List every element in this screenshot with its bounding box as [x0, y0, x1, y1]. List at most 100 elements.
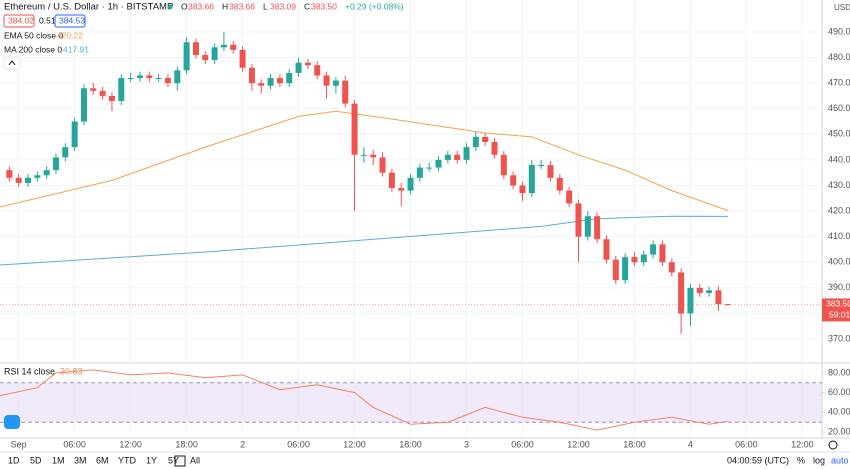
option-button[interactable]: log — [813, 455, 825, 465]
rsi-name: RSI 14 close — [4, 366, 55, 376]
range-button[interactable]: 1M — [52, 455, 65, 465]
y-tick-label: 430.00 — [828, 180, 850, 190]
current-price-label: 383.50 — [826, 299, 850, 309]
candle-body — [603, 239, 610, 260]
candle-body — [388, 172, 395, 189]
y-tick-label: 440.00 — [828, 154, 850, 164]
candle-body — [640, 254, 647, 263]
candle-body — [538, 165, 545, 167]
y-tick-label: 480.00 — [828, 52, 850, 62]
x-tick-label: 18:00 — [175, 439, 198, 449]
candle-body — [118, 78, 125, 102]
x-tick-label: 4 — [688, 439, 693, 449]
candle-body — [668, 262, 675, 273]
candle-body — [276, 78, 283, 84]
candle-body — [202, 55, 209, 61]
ask-value: 384.53 — [59, 15, 85, 25]
x-tick-label: Sep — [11, 439, 27, 449]
candle-body — [239, 49, 246, 68]
overlay-value: 420.22 — [57, 30, 83, 40]
rsi-tick-label: 60.00 — [828, 387, 850, 397]
candle-body — [407, 177, 414, 191]
candle-body — [510, 175, 517, 186]
rsi-tick-label: 20.00 — [828, 426, 850, 436]
date-range-button[interactable] — [174, 455, 186, 467]
settings-button[interactable] — [828, 440, 838, 450]
candle-body — [34, 175, 41, 178]
rsi-band — [0, 382, 822, 423]
candle-body — [622, 257, 629, 281]
y-tick-label: 450.00 — [828, 129, 850, 139]
candle-body — [230, 44, 237, 50]
candle-body — [435, 159, 442, 168]
chart-title: Ethereum / U.S. Dollar · 1h · BITSTAMP — [4, 2, 173, 13]
candle-body — [211, 47, 218, 61]
range-button[interactable]: 1D — [8, 455, 20, 465]
candle-body — [332, 80, 339, 86]
candle-body — [491, 141, 498, 155]
candle-body — [24, 177, 31, 183]
y-tick-label: 420.00 — [828, 205, 850, 215]
candle-body — [659, 244, 666, 263]
y-tick-label: 470.00 — [828, 78, 850, 88]
range-button[interactable]: 3M — [74, 455, 87, 465]
candle-body — [463, 147, 470, 160]
change-value: +0.29 (+0.08%) — [345, 1, 404, 11]
price-badge — [822, 298, 850, 322]
x-tick-label: 06:00 — [63, 439, 86, 449]
candle-body — [52, 157, 59, 171]
candle-body — [696, 287, 703, 293]
candle-body — [398, 188, 405, 191]
candle-body — [15, 177, 22, 183]
option-button[interactable]: auto — [831, 455, 849, 465]
candle-body — [631, 257, 638, 263]
candle-body — [146, 75, 153, 79]
candle-body — [80, 88, 87, 122]
candle-body — [715, 290, 722, 305]
range-button[interactable]: 5D — [30, 455, 42, 465]
candle-body — [174, 70, 181, 84]
candle-body — [687, 287, 694, 314]
candle-body — [295, 62, 302, 73]
moving-average-line — [0, 215, 728, 266]
y-tick-label: 370.00 — [828, 333, 850, 343]
x-tick-label: 2 — [240, 439, 245, 449]
collapse-button[interactable] — [3, 56, 21, 70]
x-tick-label: 18:00 — [399, 439, 422, 449]
rsi-value: 30.83 — [60, 366, 83, 376]
x-tick-label: 12:00 — [567, 439, 590, 449]
bid-box — [3, 14, 35, 28]
candle-body — [612, 259, 619, 281]
overlay-name: EMA 50 close 0 — [4, 30, 63, 40]
candle-body — [650, 244, 657, 255]
logo — [4, 415, 20, 429]
candle-body — [43, 170, 50, 176]
range-button[interactable]: 5Y — [168, 455, 179, 465]
candle-body — [706, 290, 713, 293]
spread-value: 0.51 — [39, 15, 56, 25]
range-button[interactable]: 6M — [96, 455, 109, 465]
range-button[interactable]: All — [190, 455, 200, 465]
candle-body — [314, 65, 321, 76]
candle-body — [90, 88, 97, 91]
x-tick-label: 18:00 — [623, 439, 646, 449]
currency-label: USD — [834, 3, 850, 12]
ohlc-value: 383.09 — [270, 1, 296, 11]
rsi-tick-label: 40.00 — [828, 407, 850, 417]
option-button[interactable]: % — [797, 455, 805, 465]
y-tick-label: 390.00 — [828, 282, 850, 292]
rsi-tick-label: 80.00 — [828, 367, 850, 377]
range-button[interactable]: 1Y — [146, 455, 157, 465]
ohlc-label: L — [263, 1, 268, 11]
candle-body — [519, 185, 526, 194]
x-tick-label: 12:00 — [791, 439, 814, 449]
ohlc-value: 383.66 — [229, 1, 255, 11]
x-tick-label: 12:00 — [343, 439, 366, 449]
range-button[interactable]: YTD — [118, 455, 137, 465]
candle-body — [342, 80, 349, 104]
countdown-label: 59:01 — [829, 310, 850, 320]
candle-body — [220, 44, 227, 48]
moving-average-line — [0, 110, 728, 211]
